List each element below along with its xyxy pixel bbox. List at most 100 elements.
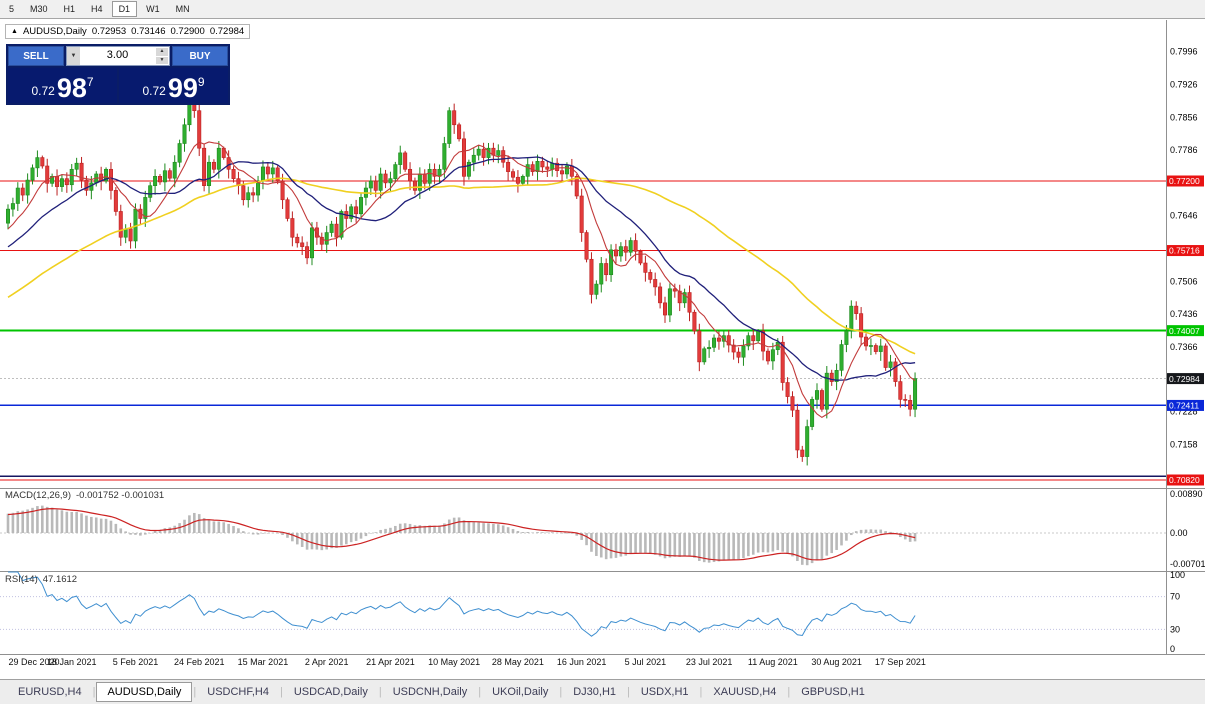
price-badge-0.77200-bg — [1167, 175, 1204, 187]
macd-name: MACD(12,26,9) — [5, 490, 71, 501]
ohlc-open: 0.72953 — [91, 26, 127, 37]
timeframe-button-H1[interactable]: H1 — [63, 4, 76, 14]
date-axis-label: 5 Jul 2021 — [625, 657, 667, 667]
chart-tab-DJ30-H1[interactable]: DJ30,H1 — [573, 686, 616, 698]
date-axis-label: 15 Mar 2021 — [238, 657, 289, 667]
rsi-indicator-label: RSI(14) 47.1612 — [5, 574, 82, 585]
price-badge-0.70820-bg — [1167, 474, 1204, 486]
buy-price-display[interactable]: 0.72 99 9 — [119, 68, 228, 103]
one-click-trading-panel: SELL ▼ 3.00 ▲ ▼ BUY 0.72 98 7 0.72 99 9 — [6, 44, 230, 105]
tab-separator: | — [559, 686, 563, 698]
sell-price-big: 98 — [56, 73, 87, 103]
chart-tab-GBPUSD-H1[interactable]: GBPUSD,H1 — [801, 686, 865, 698]
timeframe-toolbar: 5 M30 H1 H4 D1 W1 MN — [0, 0, 1205, 19]
volume-input[interactable]: 3.00 — [106, 49, 129, 61]
chart-tab-UKOil-Daily[interactable]: UKOil,Daily — [492, 686, 549, 698]
tab-separator: | — [699, 686, 703, 698]
date-axis-label: 28 May 2021 — [492, 657, 544, 667]
tab-separator: | — [92, 686, 96, 698]
volume-dropdown-icon[interactable]: ▼ — [67, 47, 80, 65]
one-click-toggle-icon[interactable]: ▲ — [11, 28, 18, 35]
rsi-axis-tick: 100 — [1170, 570, 1185, 580]
tab-separator: | — [787, 686, 791, 698]
chart-tab-USDCAD-Daily[interactable]: USDCAD,Daily — [293, 686, 368, 698]
timeframe-button-5[interactable]: 5 — [9, 4, 15, 14]
buy-price-big: 99 — [167, 73, 198, 103]
chart-symbol-label: AUDUSD,Daily — [22, 26, 87, 37]
tab-separator: | — [478, 686, 482, 698]
chart-tab-EURUSD-H4[interactable]: EURUSD,H4 — [18, 686, 82, 698]
chart-tabs-bar: EURUSD,H4 | AUDUSD,Daily | USDCHF,H4 | USDCAD,… — [0, 679, 1205, 704]
chart-tab-USDX-H1[interactable]: USDX,H1 — [640, 686, 689, 698]
macd-indicator-label: MACD(12,26,9) -0.001752 -0.001031 — [5, 490, 169, 501]
volume-up-icon[interactable]: ▲ — [156, 48, 168, 56]
sell-price-display[interactable]: 0.72 98 7 — [8, 68, 117, 103]
sell-price-prefix: 0.72 — [31, 84, 55, 98]
macd-signal-line — [7, 507, 916, 561]
price-axis-tick: 0.7436 — [1170, 309, 1198, 319]
date-axis-label: 30 Aug 2021 — [811, 657, 862, 667]
tab-separator: | — [378, 686, 382, 698]
date-axis-label: 11 Aug 2021 — [748, 657, 798, 667]
price-axis-tick: 0.7786 — [1170, 145, 1198, 155]
timeframe-button-M30[interactable]: M30 — [30, 4, 48, 14]
price-badge-0.75716-bg — [1167, 245, 1204, 257]
current-price-badge-bg — [1167, 373, 1204, 385]
ohlc-low: 0.72900 — [170, 26, 205, 37]
timeframe-button-D1[interactable]: D1 — [111, 1, 138, 17]
volume-down-icon[interactable]: ▼ — [156, 56, 168, 64]
date-axis-label: 16 Jun 2021 — [557, 657, 607, 667]
price-badge-0.70820: 0.70820 — [1169, 475, 1200, 485]
sell-button[interactable]: SELL — [8, 46, 64, 66]
buy-button[interactable]: BUY — [172, 46, 228, 66]
chart-tab-AUDUSD-Daily[interactable]: AUDUSD,Daily — [96, 682, 193, 702]
price-axis-tick: 0.7856 — [1170, 112, 1198, 122]
rsi-axis-tick: 70 — [1170, 592, 1180, 602]
rsi-line — [8, 571, 916, 637]
buy-price-pip: 9 — [197, 75, 205, 89]
date-axis-label: 17 Sep 2021 — [875, 657, 926, 667]
rsi-value: 47.1612 — [42, 574, 78, 585]
chart-tab-USDCNH-Daily[interactable]: USDCNH,Daily — [392, 686, 468, 698]
date-axis-label: 18 Jan 2021 — [47, 657, 97, 667]
date-axis-label: 5 Feb 2021 — [113, 657, 159, 667]
price-badge-0.77200: 0.77200 — [1169, 176, 1200, 186]
macd-histogram — [6, 505, 917, 566]
macd-axis-tick: 0.00890 — [1170, 489, 1203, 499]
tab-separator: | — [280, 686, 283, 698]
date-axis-label: 2 Apr 2021 — [305, 657, 349, 667]
timeframe-button-W1[interactable]: W1 — [146, 4, 160, 14]
price-axis-tick: 0.7646 — [1170, 211, 1198, 221]
chart-title-box: ▲ AUDUSD,Daily 0.72953 0.73146 0.72900 0… — [5, 24, 251, 39]
moving-average-55 — [7, 177, 916, 355]
price-badge-0.72411: 0.72411 — [1169, 401, 1199, 411]
date-axis-label: 23 Jul 2021 — [686, 657, 733, 667]
tab-separator: | — [193, 686, 197, 698]
price-badge-0.74007-bg — [1167, 325, 1204, 337]
price-axis-tick: 0.7228 — [1170, 407, 1198, 417]
timeframe-button-MN[interactable]: MN — [175, 4, 190, 14]
chart-tab-XAUUSD-H4[interactable]: XAUUSD,H4 — [713, 686, 777, 698]
ohlc-high: 0.73146 — [131, 26, 166, 37]
moving-average-20 — [7, 156, 916, 381]
rsi-axis-tick: 0 — [1170, 644, 1175, 654]
ohlc-close: 0.72984 — [209, 26, 245, 37]
macd-axis-tick: -0.00701 — [1170, 559, 1205, 569]
moving-average-8 — [7, 141, 916, 419]
price-axis-tick: 0.7926 — [1170, 79, 1198, 89]
date-axis-label: 24 Feb 2021 — [174, 657, 225, 667]
macd-values: -0.001752 -0.001031 — [76, 490, 165, 501]
price-axis-tick: 0.7996 — [1170, 47, 1198, 57]
volume-stepper: ▲ ▼ — [155, 47, 169, 65]
price-axis-tick: 0.7506 — [1170, 276, 1198, 286]
price-badge-0.72411-bg — [1167, 399, 1204, 411]
price-badge-0.74007: 0.74007 — [1169, 326, 1200, 336]
timeframe-button-H4[interactable]: H4 — [91, 4, 103, 14]
rsi-axis-tick: 30 — [1170, 624, 1180, 634]
rsi-name: RSI(14) — [5, 574, 38, 585]
chart-tab-USDCHF-H4[interactable]: USDCHF,H4 — [207, 686, 269, 698]
price-badge-0.75716: 0.75716 — [1169, 246, 1200, 256]
current-price-badge: 0.72984 — [1169, 374, 1200, 384]
